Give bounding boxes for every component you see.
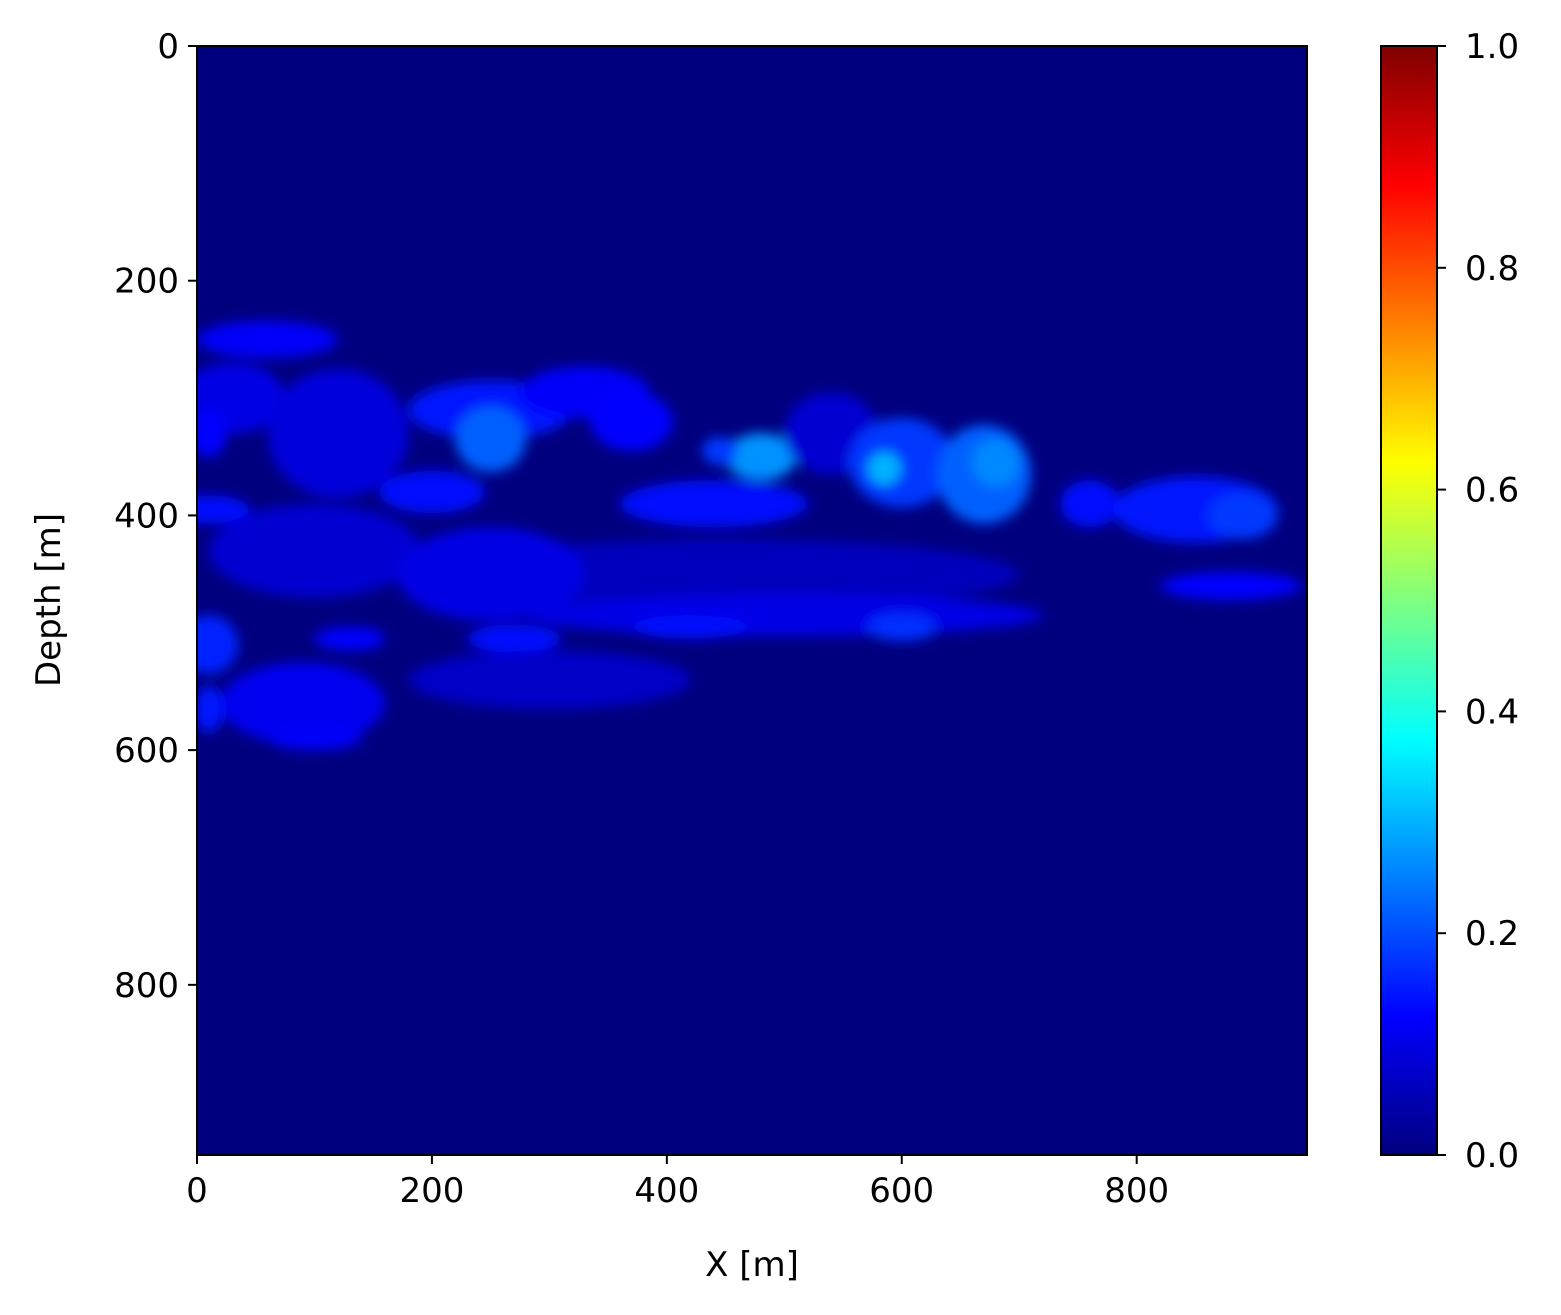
heatmap-cell xyxy=(455,406,526,472)
heatmap-cell xyxy=(197,409,227,457)
x-tick-label: 0 xyxy=(186,1171,208,1211)
heatmap-cell xyxy=(396,527,585,622)
colorbar-tick-label: 0.0 xyxy=(1465,1136,1519,1176)
colorbar-tick-label: 0.2 xyxy=(1465,914,1519,954)
heatmap-cell xyxy=(314,626,385,651)
heatmap-cell xyxy=(197,615,239,674)
heatmap-cell xyxy=(866,612,937,641)
colorbar-tick-label: 1.0 xyxy=(1465,27,1519,67)
heatmap-cell xyxy=(379,470,485,514)
y-tick-label: 400 xyxy=(114,496,179,536)
heatmap-cell xyxy=(208,503,421,598)
heatmap-cell xyxy=(197,495,250,524)
heatmap-cell xyxy=(631,615,750,639)
heatmap-cell xyxy=(1207,491,1278,539)
heatmap-cell xyxy=(1060,480,1120,528)
y-axis: 0 200 400 600 800 xyxy=(114,27,197,1006)
heatmap-cell xyxy=(467,624,562,653)
heatmap-cell xyxy=(197,685,223,733)
heatmap-cell xyxy=(197,320,338,359)
heatmap-cell xyxy=(702,436,738,465)
x-tick-label: 400 xyxy=(634,1171,699,1211)
heatmap-cell xyxy=(525,594,1043,637)
colorbar-ticks: 0.0 0.2 0.4 0.6 0.8 1.0 xyxy=(1437,27,1519,1176)
heatmap-cell xyxy=(431,538,1020,610)
y-axis-title: Depth [m] xyxy=(29,513,69,687)
x-tick-label: 600 xyxy=(869,1171,934,1211)
colorbar: 0.0 0.2 0.4 0.6 0.8 1.0 xyxy=(1380,27,1519,1176)
heatmap-cell xyxy=(408,650,691,710)
heatmap-cell xyxy=(267,368,409,498)
x-axis: 0 200 400 600 800 xyxy=(186,1155,1169,1211)
x-tick-label: 200 xyxy=(399,1171,464,1211)
y-tick-label: 0 xyxy=(157,27,179,67)
heatmap-cell xyxy=(725,433,797,481)
heatmap-cell xyxy=(848,418,955,508)
plot-frame xyxy=(196,45,1308,1156)
colorbar-tick-label: 0.8 xyxy=(1465,249,1519,289)
heatmap-cell xyxy=(220,662,385,745)
y-tick-label: 600 xyxy=(114,731,179,771)
colorbar-tick-label: 0.4 xyxy=(1465,692,1519,732)
heatmap-cell xyxy=(972,439,1020,487)
heatmap-cell xyxy=(1160,571,1302,600)
y-tick-label: 200 xyxy=(114,262,179,302)
colorbar-gradient xyxy=(1380,45,1438,1156)
heatmap-plot-area xyxy=(196,45,1308,1156)
x-axis-title: X [m] xyxy=(705,1245,799,1285)
heatmap-features xyxy=(197,320,1302,751)
heatmap-cell xyxy=(619,480,808,528)
heatmap-cell xyxy=(867,452,901,485)
x-tick-label: 800 xyxy=(1104,1171,1169,1211)
y-tick-label: 800 xyxy=(114,966,179,1006)
heatmap-cell xyxy=(590,392,673,451)
colorbar-tick-label: 0.6 xyxy=(1465,471,1519,511)
heatmap-cell xyxy=(267,726,362,751)
